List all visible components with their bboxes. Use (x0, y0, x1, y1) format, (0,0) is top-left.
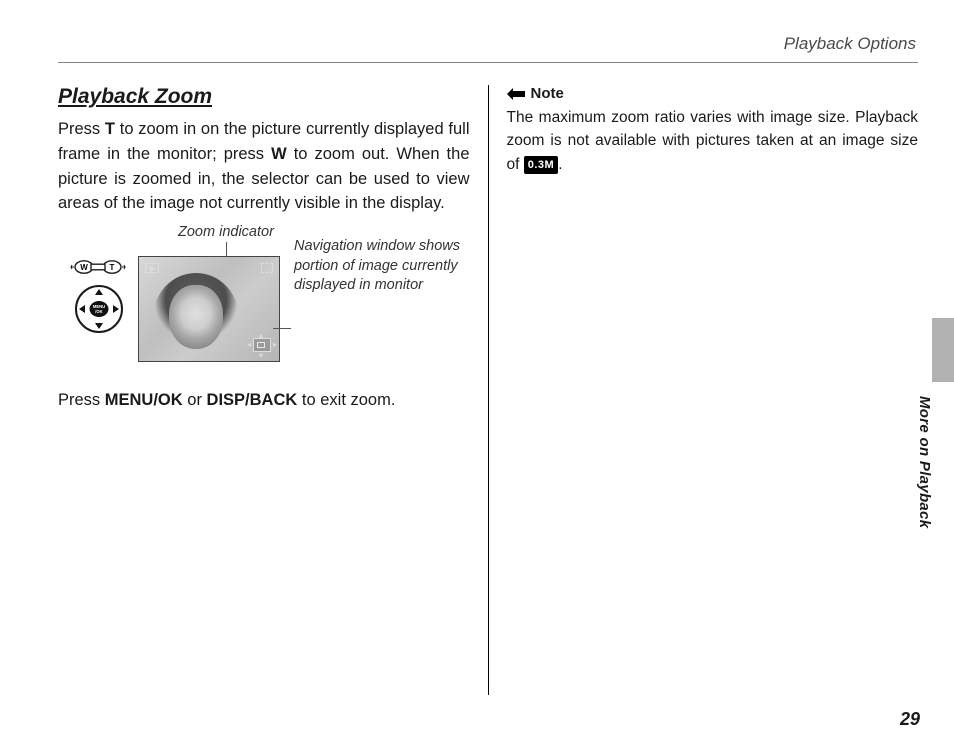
key-disp-back: DISP/BACK (207, 391, 298, 409)
arrow-right-icon: ▸ (273, 340, 277, 349)
top-rule (58, 62, 918, 63)
section-side-label: More on Playback (916, 396, 933, 528)
manual-page: Playback Options Playback Zoom Press T t… (0, 0, 954, 754)
right-column: Note The maximum zoom ratio varies with … (489, 85, 919, 695)
lever-t-label: T (110, 263, 115, 272)
controls-illustration: W T MENU /OK (58, 232, 138, 372)
zoom-figure: W T MENU /OK (58, 232, 470, 372)
text: Press (58, 391, 105, 409)
paragraph-zoom-intro: Press T to zoom in on the picture curren… (58, 117, 470, 216)
image-size-badge: 0.3M (524, 156, 558, 175)
text: to exit zoom. (297, 391, 395, 409)
two-column-layout: Playback Zoom Press T to zoom in on the … (58, 85, 918, 695)
navigation-window-inner (257, 342, 265, 348)
page-number: 29 (900, 709, 920, 730)
zoom-indicator-caption: Zoom indicator (178, 224, 274, 240)
text: or (183, 391, 207, 409)
text: . (558, 156, 562, 173)
text: The maximum zoom ratio varies with image… (507, 109, 919, 173)
key-menu-ok: MENU/OK (105, 391, 183, 409)
zoom-indicator-icon (261, 263, 273, 273)
lcd-preview: ◂ ▸ ▴ ▾ (138, 256, 280, 362)
note-body: The maximum zoom ratio varies with image… (507, 106, 919, 176)
left-column: Playback Zoom Press T to zoom in on the … (58, 85, 488, 695)
arrow-down-icon: ▾ (259, 351, 263, 360)
portrait-face (169, 285, 223, 349)
figure-caption-col: Navigation window shows portion of image… (288, 232, 470, 372)
running-head: Playback Options (58, 34, 916, 54)
section-title: Playback Zoom (58, 85, 470, 109)
note-pointer-icon (507, 88, 525, 100)
text: Press (58, 120, 105, 138)
navigation-window-icon: ◂ ▸ ▴ ▾ (253, 338, 271, 352)
lever-w-label: W (80, 263, 88, 272)
selector-dpad-icon: MENU /OK (74, 284, 124, 334)
arrow-left-icon: ◂ (247, 340, 251, 349)
note-heading: Note (507, 85, 919, 102)
key-w: W (271, 145, 287, 163)
preview-illustration: Zoom indicator ◂ ▸ ▴ ▾ (138, 232, 288, 372)
thumb-tab (932, 318, 954, 382)
key-t: T (105, 120, 115, 138)
arrow-up-icon: ▴ (259, 331, 263, 340)
playback-icon (145, 263, 159, 273)
zoom-lever-icon: W T (70, 260, 126, 274)
note-heading-text: Note (531, 85, 564, 102)
navigation-window-caption: Navigation window shows portion of image… (294, 237, 470, 296)
svg-text:/OK: /OK (95, 309, 102, 314)
paragraph-exit-zoom: Press MENU/OK or DISP/BACK to exit zoom. (58, 388, 470, 413)
